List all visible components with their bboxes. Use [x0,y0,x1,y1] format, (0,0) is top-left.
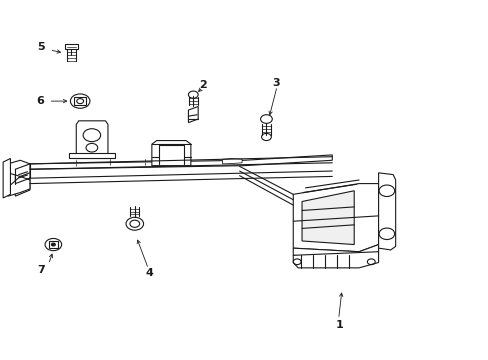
Polygon shape [293,252,378,268]
Polygon shape [76,121,108,158]
Polygon shape [3,158,10,198]
Circle shape [51,243,55,246]
Text: 3: 3 [272,78,280,88]
Text: 4: 4 [145,268,153,278]
Polygon shape [293,244,378,259]
Polygon shape [8,176,30,196]
Polygon shape [293,184,378,252]
Polygon shape [222,158,242,164]
Polygon shape [152,140,190,166]
Polygon shape [302,191,353,244]
Polygon shape [30,155,331,169]
Text: 5: 5 [37,42,44,52]
Text: 7: 7 [37,265,44,275]
Text: 6: 6 [37,96,44,106]
Polygon shape [49,241,58,248]
Polygon shape [378,173,395,250]
Polygon shape [69,153,115,158]
Text: 1: 1 [335,320,343,330]
Polygon shape [188,107,198,123]
Polygon shape [8,160,30,176]
Polygon shape [64,44,78,49]
Polygon shape [74,97,86,105]
Text: 2: 2 [199,80,206,90]
Polygon shape [15,164,30,184]
Polygon shape [15,178,30,196]
